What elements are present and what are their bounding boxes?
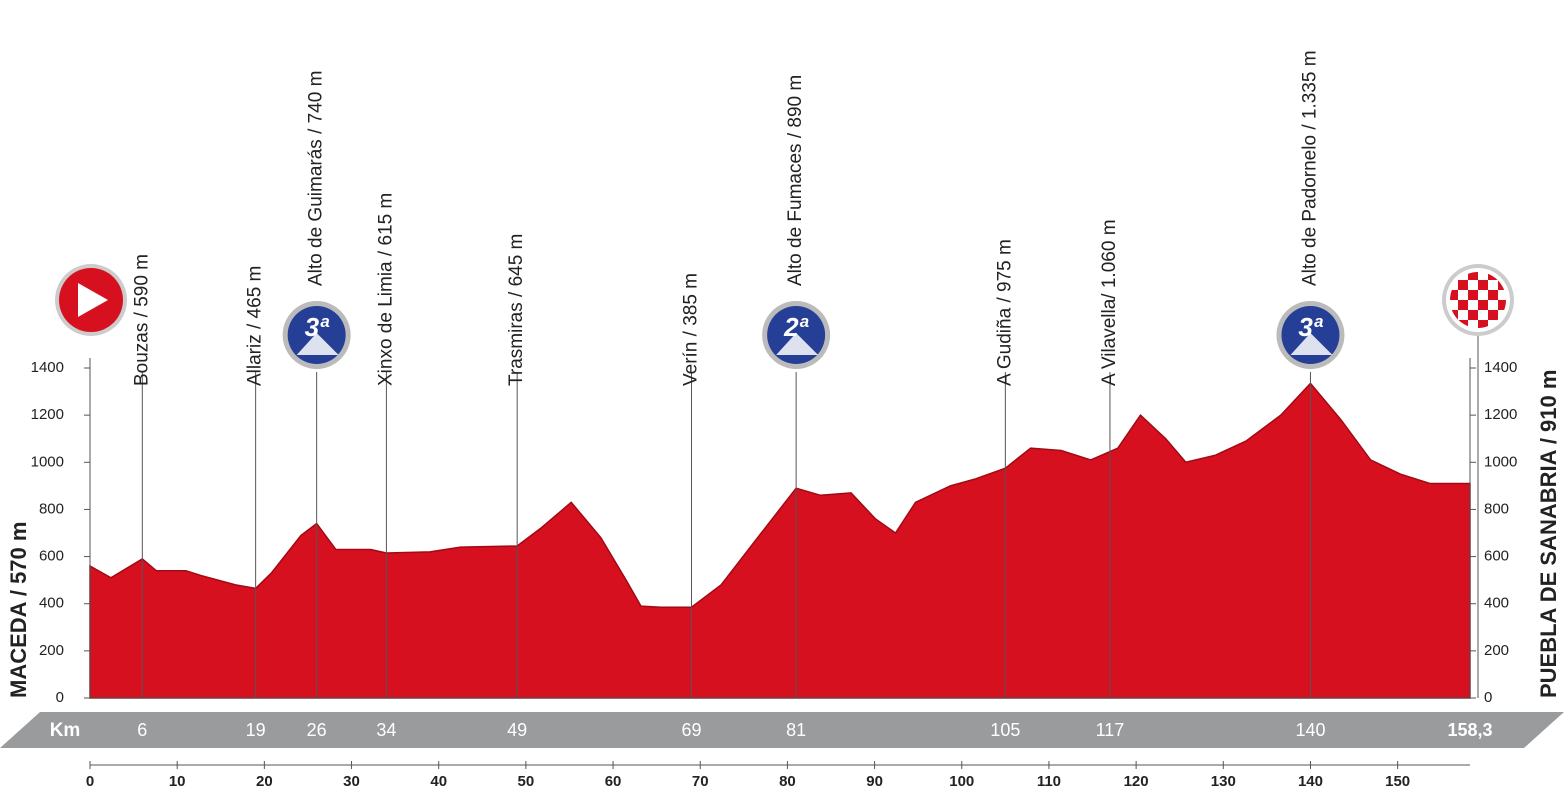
- checker-cell: [1468, 272, 1478, 280]
- waypoint-label: A Vilavella/ 1.060 m: [1099, 219, 1120, 386]
- y-tick-label-right: 1000: [1484, 453, 1517, 470]
- x-tick-label: 130: [1211, 773, 1236, 790]
- x-tick-label: 30: [343, 773, 360, 790]
- category-mountain: [296, 333, 339, 355]
- finish-badge: [1442, 264, 1514, 336]
- x-tick-label: 40: [430, 773, 447, 790]
- y-tick-label-right: 400: [1484, 595, 1509, 612]
- y-tick-label: 1000: [31, 453, 64, 470]
- km-band: [0, 712, 1564, 748]
- waypoint-km: 6: [137, 720, 147, 740]
- checker-cell: [1478, 320, 1488, 328]
- waypoint-label: Xinxo de Limia / 615 m: [375, 193, 396, 386]
- waypoint-label: Allariz / 465 m: [245, 266, 266, 386]
- y-tick-label: 1200: [31, 406, 64, 423]
- category-label: 2ª: [783, 312, 809, 342]
- waypoint-label: Verín / 385 m: [681, 273, 702, 386]
- y-tick-label-right: 800: [1484, 500, 1509, 517]
- waypoint-km: 117: [1096, 720, 1125, 740]
- x-axis-label: Km: [50, 720, 81, 741]
- waypoint-km: 140: [1295, 720, 1325, 740]
- waypoint-label: Alto de Padornelo / 1.335 m: [1299, 50, 1320, 286]
- waypoint-label: Alto de Guimarás / 740 m: [306, 71, 327, 286]
- waypoint-km: 34: [376, 720, 396, 740]
- start-badge: [55, 264, 127, 336]
- finish-label: PUEBLA DE SANABRIA / 910 m: [1536, 370, 1561, 698]
- x-tick-label: 140: [1298, 773, 1323, 790]
- x-tick-label: 150: [1385, 773, 1410, 790]
- category-label: 3ª: [1298, 312, 1323, 342]
- checker-cell: [1458, 300, 1468, 310]
- checker-cell: [1458, 280, 1468, 290]
- category-mountain: [776, 333, 819, 355]
- waypoint-label: Trasmiras / 645 m: [506, 234, 527, 386]
- x-tick-label: 120: [1124, 773, 1149, 790]
- x-tick-label: 20: [256, 773, 273, 790]
- waypoint-km: 105: [990, 720, 1020, 740]
- y-tick-label-right: 0: [1484, 689, 1492, 706]
- x-tick-label: 90: [866, 773, 883, 790]
- x-tick-label: 80: [779, 773, 796, 790]
- x-tick-label: 60: [605, 773, 622, 790]
- y-tick-label: 1400: [31, 359, 64, 376]
- x-tick-label: 10: [169, 773, 186, 790]
- checker-cell: [1488, 310, 1498, 320]
- x-tick-label: 100: [949, 773, 974, 790]
- waypoint-km: 19: [246, 720, 266, 740]
- category-mountain: [1290, 333, 1333, 355]
- x-tick-label: 0: [86, 773, 94, 790]
- y-tick-label-right: 1200: [1484, 406, 1517, 423]
- waypoint-km: 81: [786, 720, 806, 740]
- checker-cell: [1498, 300, 1506, 310]
- y-tick-label: 0: [56, 689, 64, 706]
- waypoint-label: Alto de Fumaces / 890 m: [785, 75, 806, 286]
- y-tick-label-right: 1400: [1484, 359, 1517, 376]
- waypoint-km: 49: [507, 720, 527, 740]
- waypoint-km: 158,3: [1447, 720, 1492, 740]
- x-tick-label: 50: [518, 773, 535, 790]
- checker-cell: [1468, 310, 1478, 320]
- y-tick-label: 600: [39, 548, 64, 565]
- y-tick-label-right: 200: [1484, 642, 1509, 659]
- profile-area: [89, 382, 1471, 699]
- checker-cell: [1488, 290, 1498, 300]
- category-label: 3ª: [305, 312, 330, 342]
- waypoint-label: Bouzas / 590 m: [131, 254, 152, 386]
- x-tick-label: 110: [1037, 773, 1061, 790]
- waypoint-km: 26: [307, 720, 327, 740]
- waypoint-label: A Gudiña / 975 m: [994, 239, 1015, 386]
- x-tick-label: 70: [692, 773, 709, 790]
- checker-cell: [1450, 290, 1458, 300]
- y-tick-label: 400: [39, 595, 64, 612]
- y-tick-label: 200: [39, 642, 64, 659]
- y-tick-label-right: 600: [1484, 548, 1509, 565]
- checker-cell: [1478, 280, 1488, 290]
- checker-cell: [1478, 300, 1488, 310]
- waypoint-km: 69: [682, 720, 702, 740]
- y-tick-label: 800: [39, 500, 64, 517]
- start-label: MACEDA / 570 m: [6, 522, 31, 698]
- checker-cell: [1468, 290, 1478, 300]
